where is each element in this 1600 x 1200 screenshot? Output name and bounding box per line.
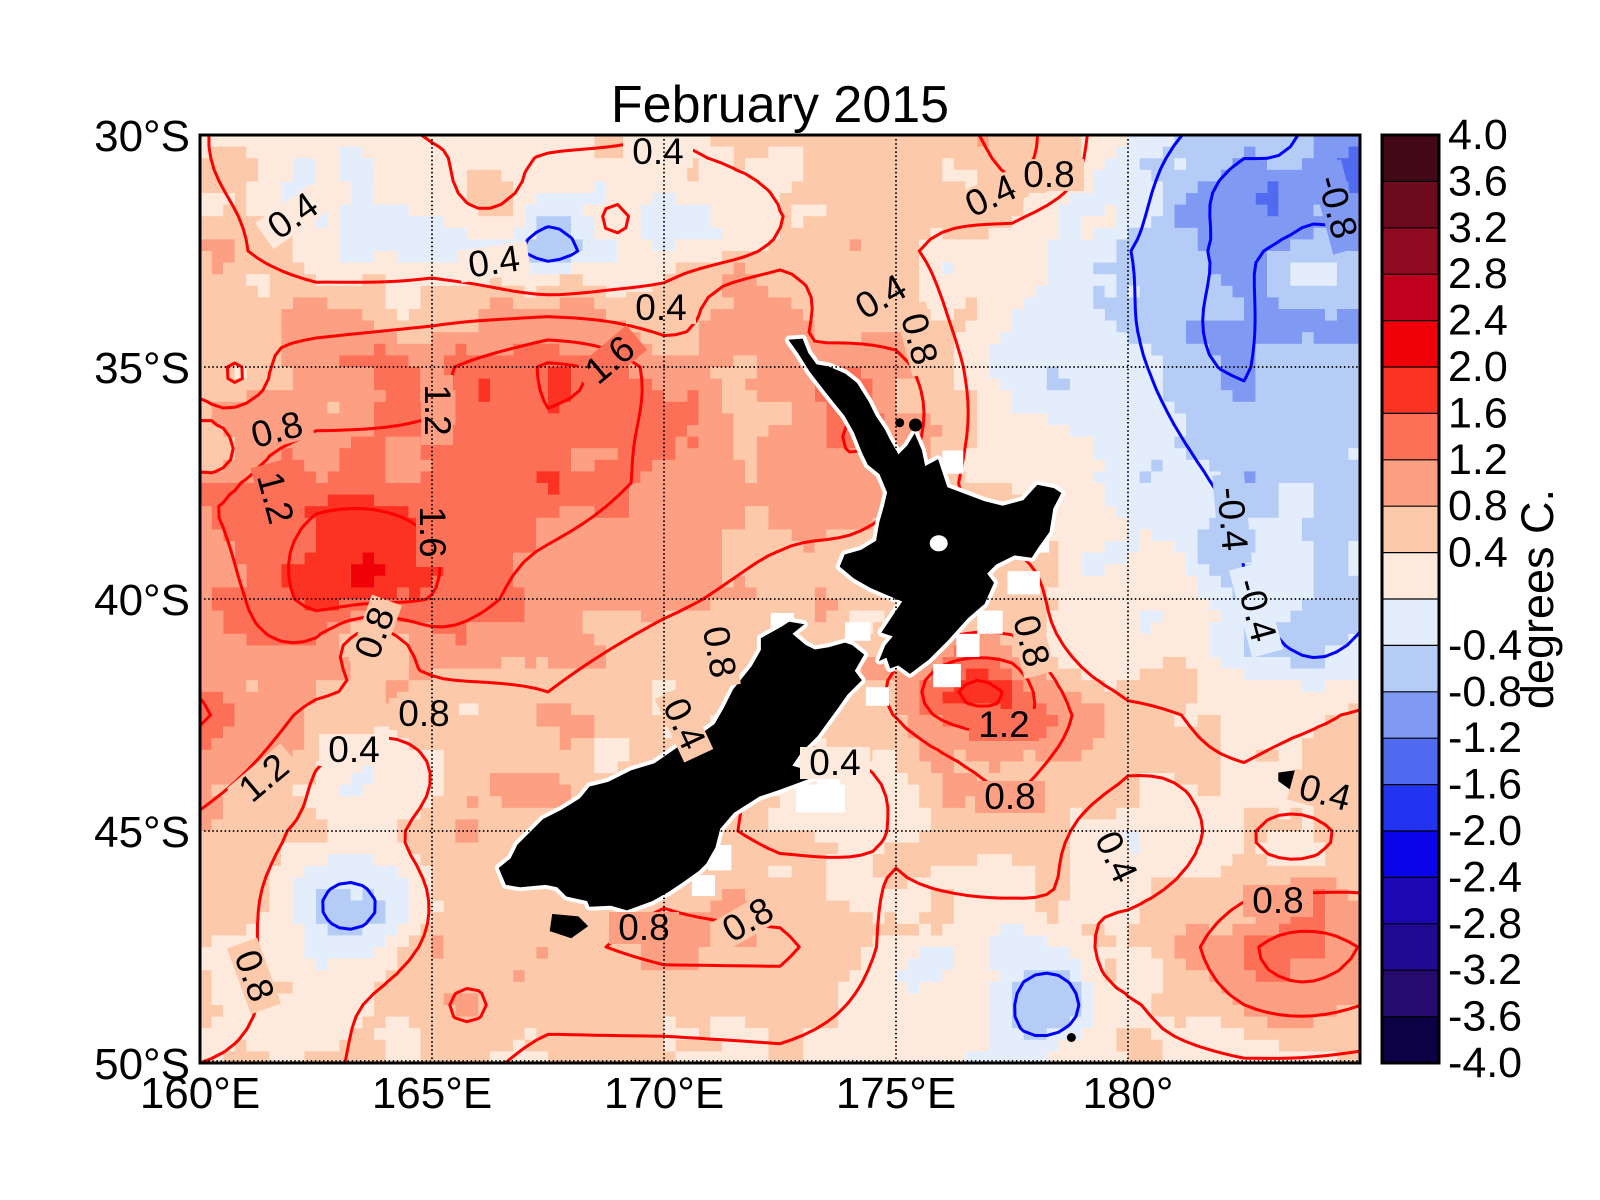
svg-text:170°E: 170°E (604, 1069, 724, 1118)
svg-text:-1.2: -1.2 (1448, 714, 1522, 762)
svg-text:February 2015: February 2015 (611, 76, 949, 134)
svg-text:-3.6: -3.6 (1448, 993, 1522, 1041)
svg-text:-2.0: -2.0 (1448, 807, 1522, 855)
svg-text:-1.6: -1.6 (1448, 761, 1522, 809)
svg-text:-3.2: -3.2 (1448, 946, 1522, 994)
svg-text:175°E: 175°E (836, 1069, 956, 1118)
svg-text:180°: 180° (1082, 1069, 1173, 1118)
svg-text:0.8: 0.8 (984, 776, 1035, 817)
svg-text:0.4: 0.4 (809, 742, 860, 783)
svg-text:0.8: 0.8 (618, 907, 669, 948)
svg-text:0.8: 0.8 (1023, 154, 1074, 195)
svg-text:-4.0: -4.0 (1448, 1039, 1522, 1087)
svg-text:0.4: 0.4 (632, 131, 683, 172)
svg-text:0.4: 0.4 (1448, 529, 1508, 577)
svg-text:2.8: 2.8 (1448, 250, 1508, 298)
svg-text:50°S: 50°S (94, 1040, 190, 1089)
svg-text:2.0: 2.0 (1448, 343, 1508, 391)
svg-text:0.4: 0.4 (466, 238, 523, 286)
svg-text:degrees C.: degrees C. (1512, 489, 1563, 709)
svg-text:45°S: 45°S (94, 808, 190, 857)
svg-text:1.2: 1.2 (1448, 436, 1508, 484)
svg-text:3.6: 3.6 (1448, 157, 1508, 205)
svg-text:2.4: 2.4 (1448, 297, 1508, 345)
svg-text:-0.4: -0.4 (1448, 621, 1522, 669)
svg-text:165°E: 165°E (372, 1069, 492, 1118)
svg-text:1.2: 1.2 (978, 704, 1029, 745)
svg-text:35°S: 35°S (94, 344, 190, 393)
svg-text:-0.4: -0.4 (1209, 485, 1255, 552)
svg-text:0.8: 0.8 (398, 693, 449, 734)
svg-text:0.8: 0.8 (1252, 880, 1303, 921)
svg-text:-2.4: -2.4 (1448, 853, 1522, 901)
svg-text:4.0: 4.0 (1448, 111, 1508, 159)
svg-text:30°S: 30°S (94, 112, 190, 161)
svg-text:-0.8: -0.8 (1448, 668, 1522, 716)
svg-text:0.8: 0.8 (1448, 482, 1508, 530)
svg-text:1.2: 1.2 (417, 384, 458, 435)
svg-text:40°S: 40°S (94, 576, 190, 625)
svg-text:3.2: 3.2 (1448, 204, 1508, 252)
svg-text:160°E: 160°E (140, 1069, 260, 1118)
svg-text:1.6: 1.6 (1448, 389, 1508, 437)
svg-text:0.8: 0.8 (695, 623, 744, 681)
svg-text:0.4: 0.4 (328, 729, 379, 770)
svg-text:0.4: 0.4 (635, 287, 686, 328)
svg-text:-2.8: -2.8 (1448, 900, 1522, 948)
